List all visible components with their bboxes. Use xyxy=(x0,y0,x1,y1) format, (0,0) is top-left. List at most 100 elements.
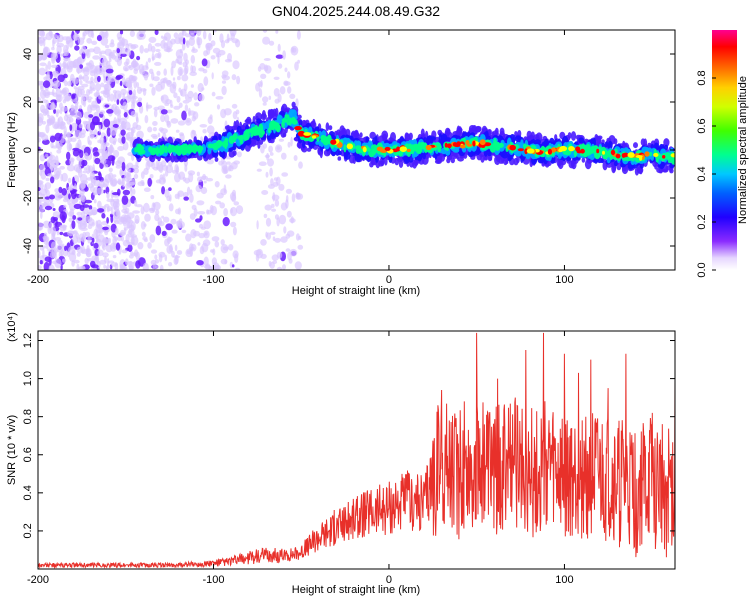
hot-cell xyxy=(346,143,353,150)
noise-speck xyxy=(144,115,149,124)
noise-speck xyxy=(149,174,154,179)
noise-speck xyxy=(268,95,272,101)
noise-speck xyxy=(200,175,208,180)
noise-speck xyxy=(187,170,196,176)
noise-speck xyxy=(99,110,106,115)
noise-speck xyxy=(210,55,216,60)
snr-multiplier: (x10⁴) xyxy=(6,312,18,342)
noise-speck xyxy=(125,207,130,214)
ridge-cell xyxy=(581,157,586,163)
noise-speck xyxy=(119,30,124,35)
noise-speck xyxy=(50,226,57,237)
noise-speck xyxy=(278,138,285,142)
noise-speck xyxy=(69,158,74,166)
noise-speck xyxy=(224,259,227,265)
noise-speck xyxy=(255,82,261,92)
ridge-cell xyxy=(328,125,333,131)
noise-speck xyxy=(189,71,197,77)
noise-speck xyxy=(120,264,126,270)
noise-speck xyxy=(82,32,86,40)
noise-speck xyxy=(56,149,62,154)
noise-speck xyxy=(125,233,130,244)
noise-speck xyxy=(116,41,125,49)
noise-speck xyxy=(191,115,196,122)
noise-speck xyxy=(223,208,229,217)
ridge-cell xyxy=(371,137,378,147)
noise-speck xyxy=(121,76,126,85)
noise-speck xyxy=(297,244,304,250)
noise-speck xyxy=(66,42,70,50)
hot-cell xyxy=(622,152,629,158)
snr-ylabel: SNR (10 * v/v) xyxy=(6,415,18,485)
noise-speck xyxy=(269,167,273,177)
noise-speck xyxy=(122,101,128,111)
ridge-cell xyxy=(634,167,640,176)
noise-speck xyxy=(177,75,181,81)
noise-speck xyxy=(133,79,137,89)
spectrogram-xlabel: Height of straight line (km) xyxy=(292,285,420,297)
noise-speck xyxy=(198,67,205,72)
noise-speck xyxy=(208,32,212,42)
noise-speck xyxy=(197,211,206,215)
noise-speck xyxy=(68,193,71,200)
hot-cell xyxy=(509,144,516,151)
noise-speck xyxy=(66,81,72,87)
noise-speck xyxy=(268,145,273,153)
noise-speck xyxy=(198,223,204,229)
noise-speck xyxy=(69,202,76,211)
noise-speck xyxy=(121,177,125,188)
noise-speck xyxy=(150,195,155,200)
noise-speck xyxy=(263,58,271,61)
noise-speck xyxy=(156,70,161,76)
noise-speck xyxy=(83,121,91,129)
noise-speck xyxy=(84,231,91,237)
noise-speck xyxy=(173,32,179,39)
snr-ticks: -200 -100 0 100 0.2 0.4 0.6 0.8 1.0 1.2 xyxy=(22,331,675,586)
hot-cell xyxy=(330,139,337,145)
noise-speck xyxy=(106,258,110,267)
noise-speck xyxy=(274,98,280,104)
noise-speck xyxy=(120,229,125,237)
ridge-cell xyxy=(609,154,614,160)
noise-speck xyxy=(188,30,196,35)
noise-speck xyxy=(139,88,147,92)
noise-speck xyxy=(38,187,41,192)
noise-speck xyxy=(79,64,84,69)
noise-speck xyxy=(55,110,59,118)
ridge-cell xyxy=(495,143,501,149)
ridge-cell xyxy=(640,138,646,146)
noise-speck xyxy=(231,74,237,81)
noise-speck xyxy=(130,221,136,231)
noise-speck xyxy=(181,74,189,82)
ridge-cell xyxy=(284,114,290,119)
noise-speck xyxy=(216,104,221,110)
noise-speck xyxy=(68,117,74,123)
hot-cell xyxy=(295,126,302,131)
noise-speck xyxy=(145,61,149,69)
noise-speck xyxy=(262,96,269,103)
ridge-cell xyxy=(517,142,525,147)
noise-speck xyxy=(103,75,106,83)
noise-speck xyxy=(97,171,101,176)
hot-cell xyxy=(456,141,461,146)
noise-speck xyxy=(61,172,68,182)
noise-speck xyxy=(72,59,79,69)
noise-speck xyxy=(91,40,98,45)
colorbar-tick-label: 0.4 xyxy=(696,166,708,181)
ridge-cell xyxy=(383,143,387,148)
noise-speck xyxy=(157,221,165,227)
noise-speck xyxy=(157,132,161,138)
noise-speck xyxy=(38,250,41,259)
noise-speck xyxy=(151,86,156,96)
y-tick-label: -20 xyxy=(22,190,34,206)
y-tick-label: 1.0 xyxy=(22,371,34,386)
noise-speck xyxy=(120,53,127,57)
noise-speck xyxy=(71,77,80,85)
ridge-cell xyxy=(578,138,583,143)
noise-speck xyxy=(98,123,102,133)
noise-speck xyxy=(214,181,220,188)
noise-speck xyxy=(188,96,192,102)
noise-speck xyxy=(66,39,73,43)
noise-speck xyxy=(138,31,146,40)
